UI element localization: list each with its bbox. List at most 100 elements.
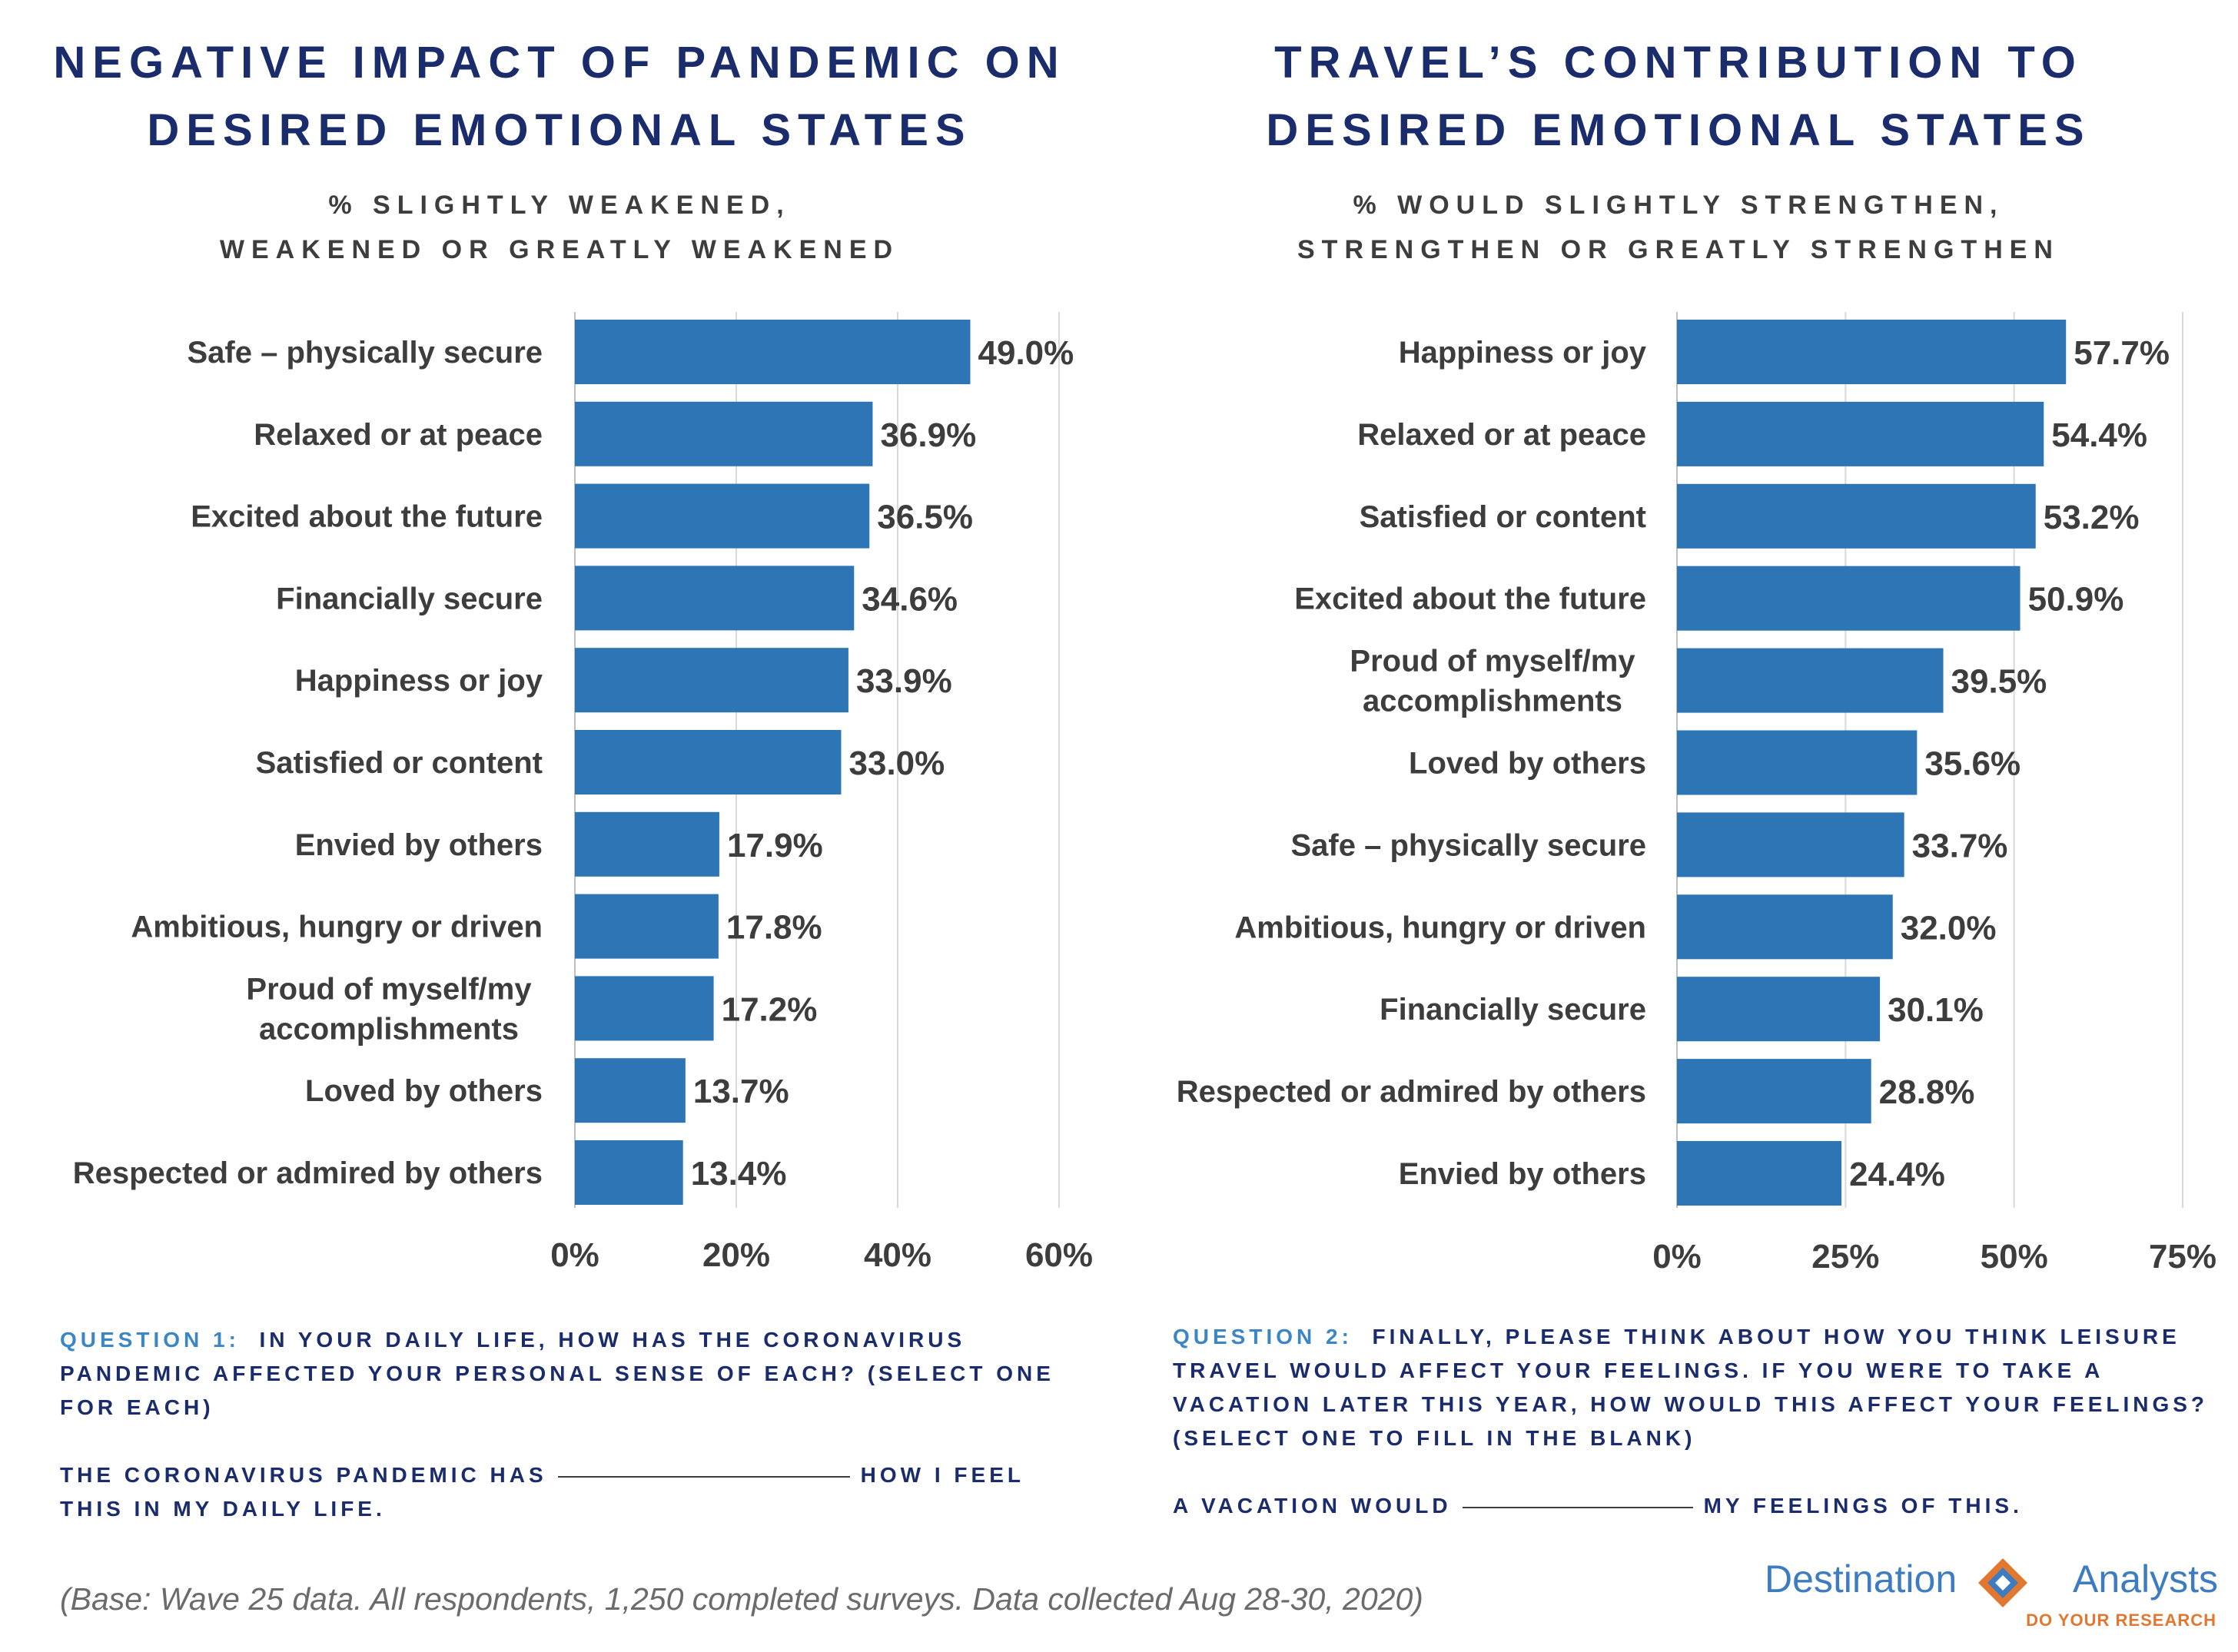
bar-value-label: 36.5% [877, 499, 973, 536]
bar-value-label: 33.7% [1912, 827, 2008, 864]
category-label: Proud of myself/my accomplishments [1350, 645, 1635, 718]
bar-value-label: 28.8% [1879, 1073, 1975, 1111]
category-label: Respected or admired by others [1177, 1075, 1646, 1109]
category-label: Loved by others [305, 1074, 543, 1108]
left-subtitle-line-1: % SLIGHTLY WEAKENED, [328, 191, 791, 220]
category-label: Envied by others [1399, 1157, 1646, 1191]
bar [1677, 894, 1893, 960]
bar [1677, 483, 2036, 549]
category-label: Happiness or joy [1399, 336, 1647, 370]
bar-value-label: 33.9% [856, 662, 952, 700]
logo-name-right: Analysts [2073, 1557, 2218, 1601]
bar [1677, 566, 2021, 631]
right-title-line-2: DESIRED EMOTIONAL STATES [1266, 105, 2091, 155]
question-1-text: IN YOUR DAILY LIFE, HOW HAS THE CORONAVI… [60, 1328, 1054, 1419]
bar [575, 648, 848, 713]
bar-value-label: 53.2% [2044, 499, 2140, 536]
category-label: Ambitious, hungry or driven [1234, 911, 1646, 944]
category-label: Satisfied or content [1360, 500, 1646, 534]
bar [1677, 1141, 1842, 1206]
category-label: Happiness or joy [295, 664, 543, 698]
bar [1677, 977, 1881, 1042]
category-label: Ambitious, hungry or driven [131, 911, 543, 944]
left-title-line-2: DESIRED EMOTIONAL STATES [147, 105, 972, 155]
right-title-line-1: TRAVEL’S CONTRIBUTION TO [1274, 38, 2083, 88]
bar [575, 1140, 683, 1205]
bar [575, 730, 842, 794]
bar-value-label: 17.2% [722, 990, 818, 1028]
question-2-instruction: (SELECT ONE TO FILL IN THE BLANK) [1173, 1426, 1696, 1450]
bar-value-label: 33.0% [849, 745, 945, 782]
category-label: Satisfied or content [256, 746, 543, 780]
question-1-fill-after: HOW I FEEL THIS IN MY DAILY LIFE. [60, 1463, 1024, 1521]
bar-value-label: 50.9% [2028, 581, 2124, 619]
bar [575, 976, 714, 1041]
category-label: Respected or admired by others [73, 1156, 543, 1190]
bar [575, 483, 870, 549]
bar [575, 1058, 686, 1123]
x-tick-label: 0% [1652, 1238, 1702, 1275]
left-question: QUESTION 1: IN YOUR DAILY LIFE, HOW HAS … [60, 1323, 1082, 1526]
category-label: Safe – physically secure [1291, 828, 1647, 862]
base-footnote: (Base: Wave 25 data. All respondents, 1,… [60, 1581, 1423, 1617]
category-label: Excited about the future [191, 500, 543, 534]
bar-value-label: 35.6% [1924, 745, 2021, 783]
bar-value-label: 13.4% [691, 1155, 787, 1193]
right-bar-chart: 0% 25% 50% 75% 57.7% Happiness or joy 54.4% Rel… [1177, 312, 2216, 1275]
category-label: Financially secure [1380, 993, 1646, 1027]
bar-value-label: 17.8% [726, 909, 822, 947]
x-tick-label: 0% [550, 1236, 599, 1274]
x-tick-label: 60% [1025, 1236, 1093, 1274]
category-label: Relaxed or at peace [254, 418, 543, 452]
bar [1677, 812, 1904, 877]
logo-tagline: DO YOUR RESEARCH [2026, 1611, 2216, 1630]
category-label: Excited about the future [1294, 582, 1646, 616]
bar-value-label: 54.4% [2051, 416, 2147, 454]
question-2-label: QUESTION 2: [1173, 1325, 1353, 1348]
left-chart-title: NEGATIVE IMPACT OF PANDEMIC ON DESIRED E… [0, 29, 1119, 164]
category-label: Safe – physically secure [188, 336, 543, 370]
bar-value-label: 32.0% [1901, 909, 1997, 947]
bar-value-label: 30.1% [1888, 991, 1984, 1029]
bar [575, 320, 971, 384]
bar [575, 894, 719, 959]
bar [575, 401, 873, 466]
x-tick-label: 40% [864, 1236, 931, 1274]
left-chart-subtitle: % SLIGHTLY WEAKENED, WEAKENED OR GREATLY… [0, 183, 1119, 272]
destination-analysts-logo: Destination Analysts DO YOUR RESEARCH [1765, 1557, 2218, 1641]
bar [575, 566, 855, 631]
x-tick-label: 50% [1981, 1238, 2048, 1275]
right-chart-subtitle: % WOULD SLIGHTLY STRENGTHEN, STRENGTHEN … [1119, 183, 2238, 272]
bar-value-label: 13.7% [693, 1073, 789, 1110]
category-label: Proud of myself/my accomplishments [246, 972, 532, 1046]
diamond-logo-icon [1978, 1558, 2027, 1607]
left-bar-chart: 0% 20% 40% 60% 49.0% Safe – physically secure… [73, 312, 1093, 1274]
bar [575, 811, 719, 877]
question-2-fill-before: A VACATION WOULD [1173, 1494, 1452, 1518]
question-1-label: QUESTION 1: [60, 1328, 240, 1352]
bar [1677, 401, 2044, 466]
bar-value-label: 49.0% [978, 334, 1074, 372]
bar-value-label: 24.4% [1849, 1156, 1945, 1193]
right-subtitle-line-1: % WOULD SLIGHTLY STRENGTHEN, [1353, 191, 2004, 220]
x-tick-label: 20% [702, 1236, 770, 1274]
fill-blank-line [557, 1475, 850, 1478]
question-2-text: FINALLY, PLEASE THINK ABOUT HOW YOU THIN… [1173, 1325, 2209, 1416]
bar-value-label: 17.9% [727, 827, 823, 864]
bar [1677, 1059, 1871, 1124]
question-2-fill-after: MY FEELINGS OF THIS. [1703, 1494, 2023, 1518]
right-subtitle-line-2: STRENGTHEN OR GREATLY STRENGTHEN [1297, 235, 2060, 264]
left-title-line-1: NEGATIVE IMPACT OF PANDEMIC ON [53, 38, 1066, 88]
right-question: QUESTION 2: FINALLY, PLEASE THINK ABOUT … [1173, 1320, 2226, 1523]
question-1-fill-before: THE CORONAVIRUS PANDEMIC HAS [60, 1463, 547, 1487]
category-label: Financially secure [276, 582, 543, 615]
category-label: Loved by others [1409, 747, 1646, 781]
bar-value-label: 36.9% [880, 416, 976, 454]
left-subtitle-line-2: WEAKENED OR GREATLY WEAKENED [219, 235, 900, 264]
bar [1677, 320, 2067, 384]
category-label: Relaxed or at peace [1357, 418, 1646, 452]
bar-value-label: 57.7% [2074, 334, 2170, 372]
fill-blank-line [1462, 1506, 1693, 1508]
bar-value-label: 39.5% [1951, 663, 2047, 701]
bar [1677, 648, 1944, 713]
